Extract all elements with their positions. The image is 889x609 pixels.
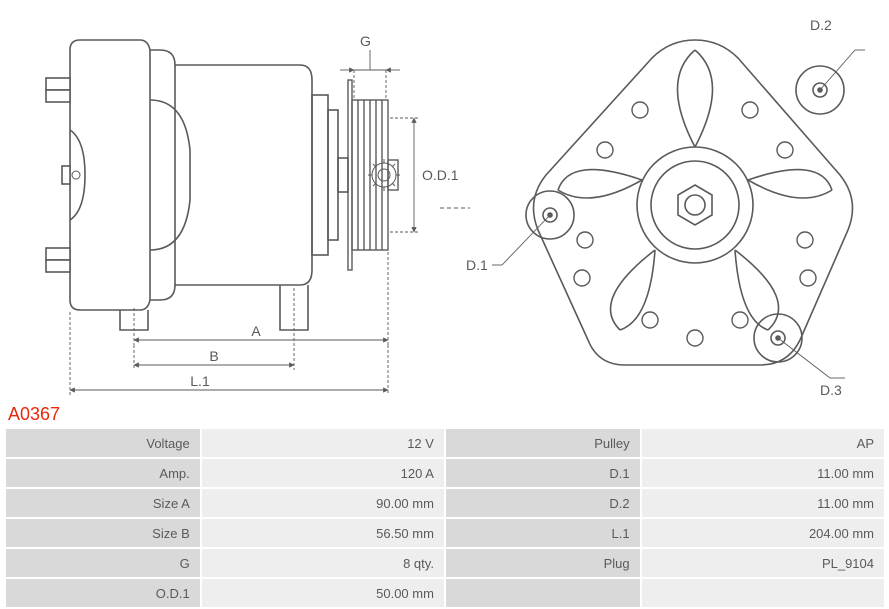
spec-label: O.D.1 [6,579,200,607]
spec-label: D.1 [446,459,640,487]
part-number: A0367 [0,400,889,427]
side-view: A B L.1 [46,33,470,395]
spec-row: Size B56.50 mmL.1204.00 mm [6,519,884,547]
spec-label: Voltage [6,429,200,457]
spec-label [446,579,640,607]
dim-label-g: G [360,33,371,49]
spec-label: Pulley [446,429,640,457]
spec-label: L.1 [446,519,640,547]
spec-value [642,579,884,607]
front-view: D.2 D.3 D.1 [466,17,865,398]
callout-d1: D.1 [466,257,488,273]
spec-label: Plug [446,549,640,577]
spec-value: 11.00 mm [642,489,884,517]
drawing-svg: A B L.1 [0,0,889,400]
spec-value: 90.00 mm [202,489,444,517]
spec-row: Size A90.00 mmD.211.00 mm [6,489,884,517]
spec-value: 50.00 mm [202,579,444,607]
spec-value: AP [642,429,884,457]
spec-label: Size B [6,519,200,547]
spec-label: D.2 [446,489,640,517]
callout-d2: D.2 [810,17,832,33]
spec-label: G [6,549,200,577]
technical-drawing: A B L.1 [0,0,889,400]
spec-row: O.D.150.00 mm [6,579,884,607]
spec-value: 12 V [202,429,444,457]
dim-label-b: B [209,348,218,364]
callout-d3: D.3 [820,382,842,398]
spec-value: 204.00 mm [642,519,884,547]
spec-label: Size A [6,489,200,517]
spec-row: Voltage12 VPulleyAP [6,429,884,457]
spec-row: Amp.120 AD.111.00 mm [6,459,884,487]
dim-label-a: A [251,323,261,339]
dim-label-od1: O.D.1 [422,167,459,183]
spec-value: 56.50 mm [202,519,444,547]
spec-value: 8 qty. [202,549,444,577]
spec-value: 11.00 mm [642,459,884,487]
spec-value: 120 A [202,459,444,487]
spec-row: G8 qty.PlugPL_9104 [6,549,884,577]
dim-label-l1: L.1 [190,373,210,389]
spec-label: Amp. [6,459,200,487]
spec-table: Voltage12 VPulleyAPAmp.120 AD.111.00 mmS… [4,427,886,609]
spec-value: PL_9104 [642,549,884,577]
page-container: A B L.1 [0,0,889,609]
